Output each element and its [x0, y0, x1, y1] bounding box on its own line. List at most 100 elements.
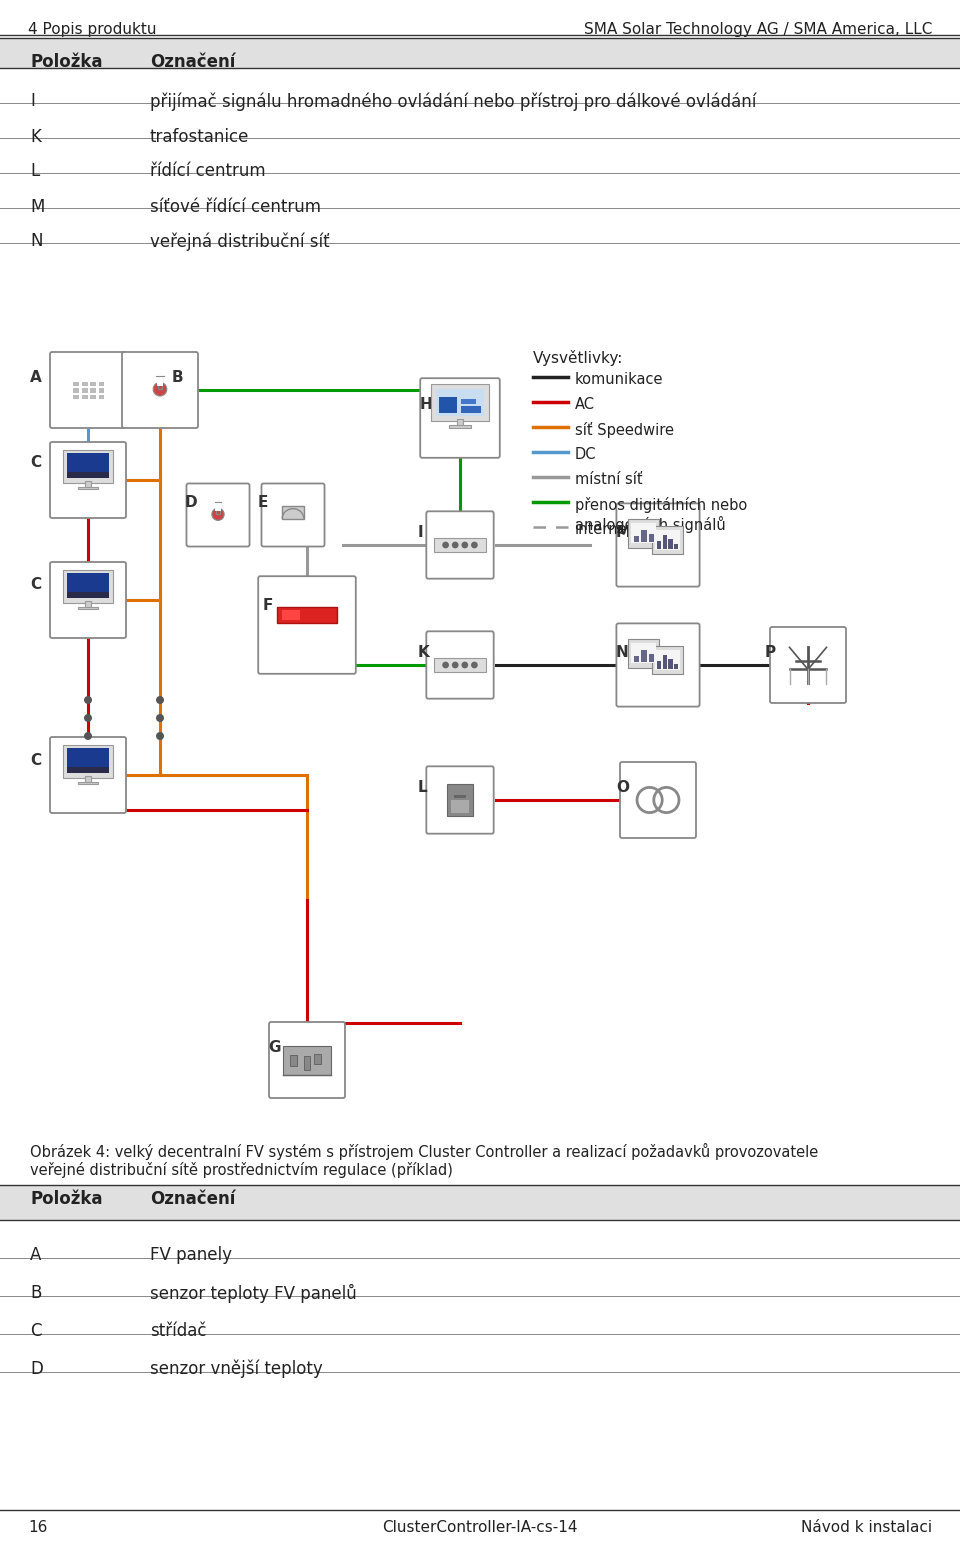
Text: FV panely: FV panely [150, 1246, 232, 1264]
FancyBboxPatch shape [258, 577, 356, 674]
Text: C: C [30, 455, 41, 470]
Text: střídač: střídač [150, 1321, 206, 1340]
Bar [63, 571, 113, 603]
Bar [431, 384, 489, 421]
Bar [434, 658, 487, 672]
Text: B: B [172, 370, 183, 386]
Bar [0, 1184, 960, 1220]
Text: SMA Solar Technology AG / SMA America, LLC: SMA Solar Technology AG / SMA America, L… [584, 22, 932, 37]
Bar [628, 638, 660, 668]
FancyBboxPatch shape [122, 352, 198, 429]
FancyBboxPatch shape [616, 623, 700, 706]
Bar [63, 450, 113, 483]
Bar [448, 426, 471, 429]
Bar [641, 651, 647, 662]
Text: B: B [30, 1284, 41, 1301]
Text: O: O [616, 780, 629, 796]
Bar [283, 1045, 331, 1075]
Bar [78, 486, 98, 489]
Text: C: C [30, 577, 41, 592]
FancyBboxPatch shape [620, 762, 696, 837]
Bar [641, 530, 647, 541]
Text: senzor vnější teploty: senzor vnější teploty [150, 1360, 323, 1379]
Bar [67, 748, 109, 773]
Bar [78, 782, 98, 783]
Text: Položka: Položka [30, 1190, 103, 1207]
Circle shape [443, 662, 449, 668]
Bar [73, 395, 79, 399]
Circle shape [156, 695, 164, 705]
Text: veřejná distribuční síť: veřejná distribuční síť [150, 233, 329, 251]
Text: K: K [418, 645, 430, 660]
Circle shape [462, 541, 468, 549]
Text: Vysvětlivky:: Vysvětlivky: [533, 350, 623, 365]
Bar [436, 389, 484, 416]
Bar [73, 382, 79, 386]
Text: P: P [765, 645, 776, 660]
Circle shape [156, 732, 164, 740]
FancyBboxPatch shape [426, 766, 493, 834]
Bar [657, 541, 661, 549]
Bar [90, 395, 96, 399]
Bar [662, 535, 667, 549]
Bar [90, 389, 96, 393]
Bar [454, 794, 466, 797]
Text: trafostanice: trafostanice [150, 128, 250, 145]
Bar [631, 643, 656, 663]
Bar [457, 419, 463, 427]
Circle shape [471, 662, 478, 668]
Text: Označení: Označení [150, 1190, 235, 1207]
Bar [282, 506, 303, 518]
Wedge shape [283, 509, 303, 518]
Bar [67, 453, 109, 478]
Bar [215, 501, 221, 512]
Circle shape [84, 732, 92, 740]
Circle shape [452, 662, 459, 668]
Text: Návod k instalaci: Návod k instalaci [801, 1520, 932, 1534]
Text: M: M [30, 197, 44, 216]
FancyBboxPatch shape [50, 737, 126, 813]
Bar [85, 776, 91, 783]
Circle shape [84, 695, 92, 705]
Bar [78, 606, 98, 609]
Text: F: F [263, 598, 274, 614]
Bar [158, 375, 162, 389]
FancyBboxPatch shape [426, 512, 493, 578]
Text: A: A [30, 370, 41, 386]
Text: DC: DC [575, 447, 596, 463]
Bar [461, 399, 475, 404]
Text: přijímač signálu hromadného ovládání nebo přístroj pro dálkové ovládání: přijímač signálu hromadného ovládání neb… [150, 93, 756, 111]
FancyBboxPatch shape [186, 484, 250, 546]
Bar [99, 389, 105, 393]
Bar [635, 535, 639, 541]
Bar [652, 526, 683, 555]
Bar [314, 1053, 321, 1064]
Bar [82, 389, 87, 393]
Bar [282, 611, 300, 620]
Bar [662, 655, 667, 669]
Bar [461, 406, 481, 413]
Circle shape [212, 509, 224, 520]
Bar [674, 544, 679, 549]
Bar [277, 608, 337, 623]
Bar [668, 658, 673, 669]
FancyBboxPatch shape [50, 443, 126, 518]
Circle shape [156, 714, 164, 722]
Text: C: C [30, 752, 41, 768]
Bar [649, 534, 654, 541]
Text: 4 Popis produktu: 4 Popis produktu [28, 22, 156, 37]
Bar [668, 538, 673, 549]
Text: veřejné distribuční sítě prostřednictvím regulace (příklad): veřejné distribuční sítě prostřednictvím… [30, 1163, 453, 1178]
Text: místní síť: místní síť [575, 472, 642, 487]
Text: internet: internet [575, 523, 634, 537]
Text: G: G [268, 1039, 280, 1055]
Bar [73, 389, 79, 393]
Bar [657, 662, 661, 669]
Bar [82, 395, 87, 399]
Text: Označení: Označení [150, 52, 235, 71]
Bar [631, 523, 656, 543]
Bar [90, 382, 96, 386]
Text: I: I [30, 93, 35, 111]
Bar [67, 766, 109, 773]
Text: M: M [616, 524, 631, 540]
